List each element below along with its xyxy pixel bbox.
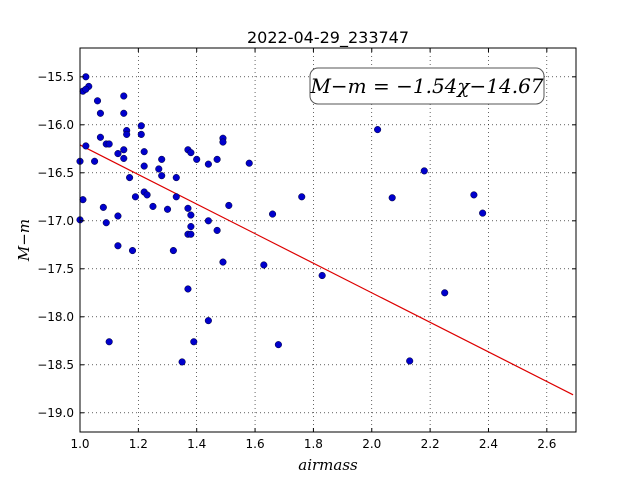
data-point — [193, 155, 201, 163]
x-tick-label: 2.6 — [537, 437, 556, 451]
x-tick-label: 1.4 — [187, 437, 206, 451]
data-point — [420, 167, 428, 175]
data-point — [172, 193, 180, 201]
data-point — [190, 338, 198, 346]
data-point — [102, 219, 110, 227]
grid — [79, 48, 576, 432]
data-point — [120, 92, 128, 100]
data-point — [213, 155, 221, 163]
data-point — [225, 201, 233, 209]
plot-frame — [79, 47, 577, 433]
y-axis: −15.5 −16.0 −16.5 −17.0 −17.5 −18.0 −18.5 −19.0 — [37, 70, 576, 420]
data-point — [187, 223, 195, 231]
data-point — [187, 149, 195, 157]
data-point — [140, 148, 148, 156]
data-point — [123, 130, 131, 138]
data-point — [140, 162, 148, 170]
x-tick-label: 1.6 — [246, 437, 265, 451]
fit-line — [79, 144, 574, 396]
x-tick-label: 1.0 — [70, 437, 89, 451]
data-point — [137, 122, 145, 130]
data-point — [204, 317, 212, 325]
data-point — [114, 212, 122, 220]
data-point — [169, 247, 177, 255]
data-point — [120, 146, 128, 154]
data-point — [184, 285, 192, 293]
y-tick-label: −16.5 — [37, 166, 74, 180]
data-point — [105, 140, 113, 148]
equation-annotation: M−m = −1.54χ−14.67 — [309, 67, 545, 105]
data-point — [96, 133, 104, 141]
y-axis-label: M−m — [15, 219, 33, 262]
data-point — [82, 142, 90, 150]
y-tick-label: −16.0 — [37, 118, 74, 132]
data-point — [298, 193, 306, 201]
data-point — [158, 155, 166, 163]
x-tick-label: 1.2 — [129, 437, 148, 451]
data-point — [269, 210, 277, 218]
data-point — [470, 191, 478, 199]
data-point — [213, 226, 221, 234]
data-point — [114, 150, 122, 158]
data-point — [137, 130, 145, 138]
data-point — [374, 126, 382, 134]
x-tick-label: 1.8 — [304, 437, 323, 451]
data-point — [204, 217, 212, 225]
data-point — [93, 97, 102, 105]
x-tick-label: 2.4 — [479, 437, 498, 451]
data-point — [187, 211, 195, 219]
data-point — [219, 258, 227, 266]
y-tick-label: −15.5 — [37, 70, 74, 84]
data-point — [163, 205, 172, 213]
data-point — [158, 172, 166, 180]
data-point — [91, 157, 99, 165]
data-point — [131, 193, 139, 201]
x-axis: 1.0 1.2 1.4 1.6 1.8 2.0 2.2 2.4 2.6 — [70, 48, 556, 451]
annotation-box — [309, 67, 545, 105]
y-tick-label: −17.5 — [37, 262, 74, 276]
data-point — [82, 85, 90, 93]
data-point — [105, 338, 113, 346]
data-point — [187, 230, 195, 238]
data-point — [114, 242, 122, 250]
data-point — [318, 271, 326, 280]
data-point — [96, 109, 104, 117]
y-tick-label: −18.5 — [37, 358, 74, 372]
data-point — [274, 341, 282, 349]
data-point — [128, 247, 137, 255]
x-tick-label: 2.2 — [421, 437, 440, 451]
y-tick-label: −19.0 — [37, 406, 74, 420]
data-point — [260, 261, 268, 269]
data-point — [245, 159, 253, 167]
y-tick-label: −17.0 — [37, 214, 74, 228]
x-axis-label: airmass — [298, 456, 358, 474]
data-point — [99, 203, 107, 211]
data-point — [479, 209, 487, 217]
data-point — [204, 160, 212, 168]
fit-line-group — [79, 144, 574, 396]
data-point — [126, 174, 134, 182]
data-point — [79, 196, 87, 204]
data-point — [441, 289, 449, 297]
data-point — [219, 138, 227, 146]
annotation-text: M−m = −1.54χ−14.67 — [309, 74, 543, 98]
data-point — [155, 165, 163, 173]
data-point — [388, 194, 396, 202]
data-point — [143, 191, 151, 199]
chart-title: 2022-04-29_233747 — [247, 28, 409, 48]
data-point — [406, 357, 414, 365]
data-points — [76, 73, 487, 366]
x-tick-label: 2.0 — [362, 437, 381, 451]
data-point — [172, 174, 180, 182]
data-point — [120, 154, 128, 162]
data-point — [178, 358, 186, 366]
y-tick-label: −18.0 — [37, 310, 74, 324]
data-point — [149, 202, 157, 210]
data-point — [120, 109, 128, 117]
data-point — [184, 204, 192, 212]
